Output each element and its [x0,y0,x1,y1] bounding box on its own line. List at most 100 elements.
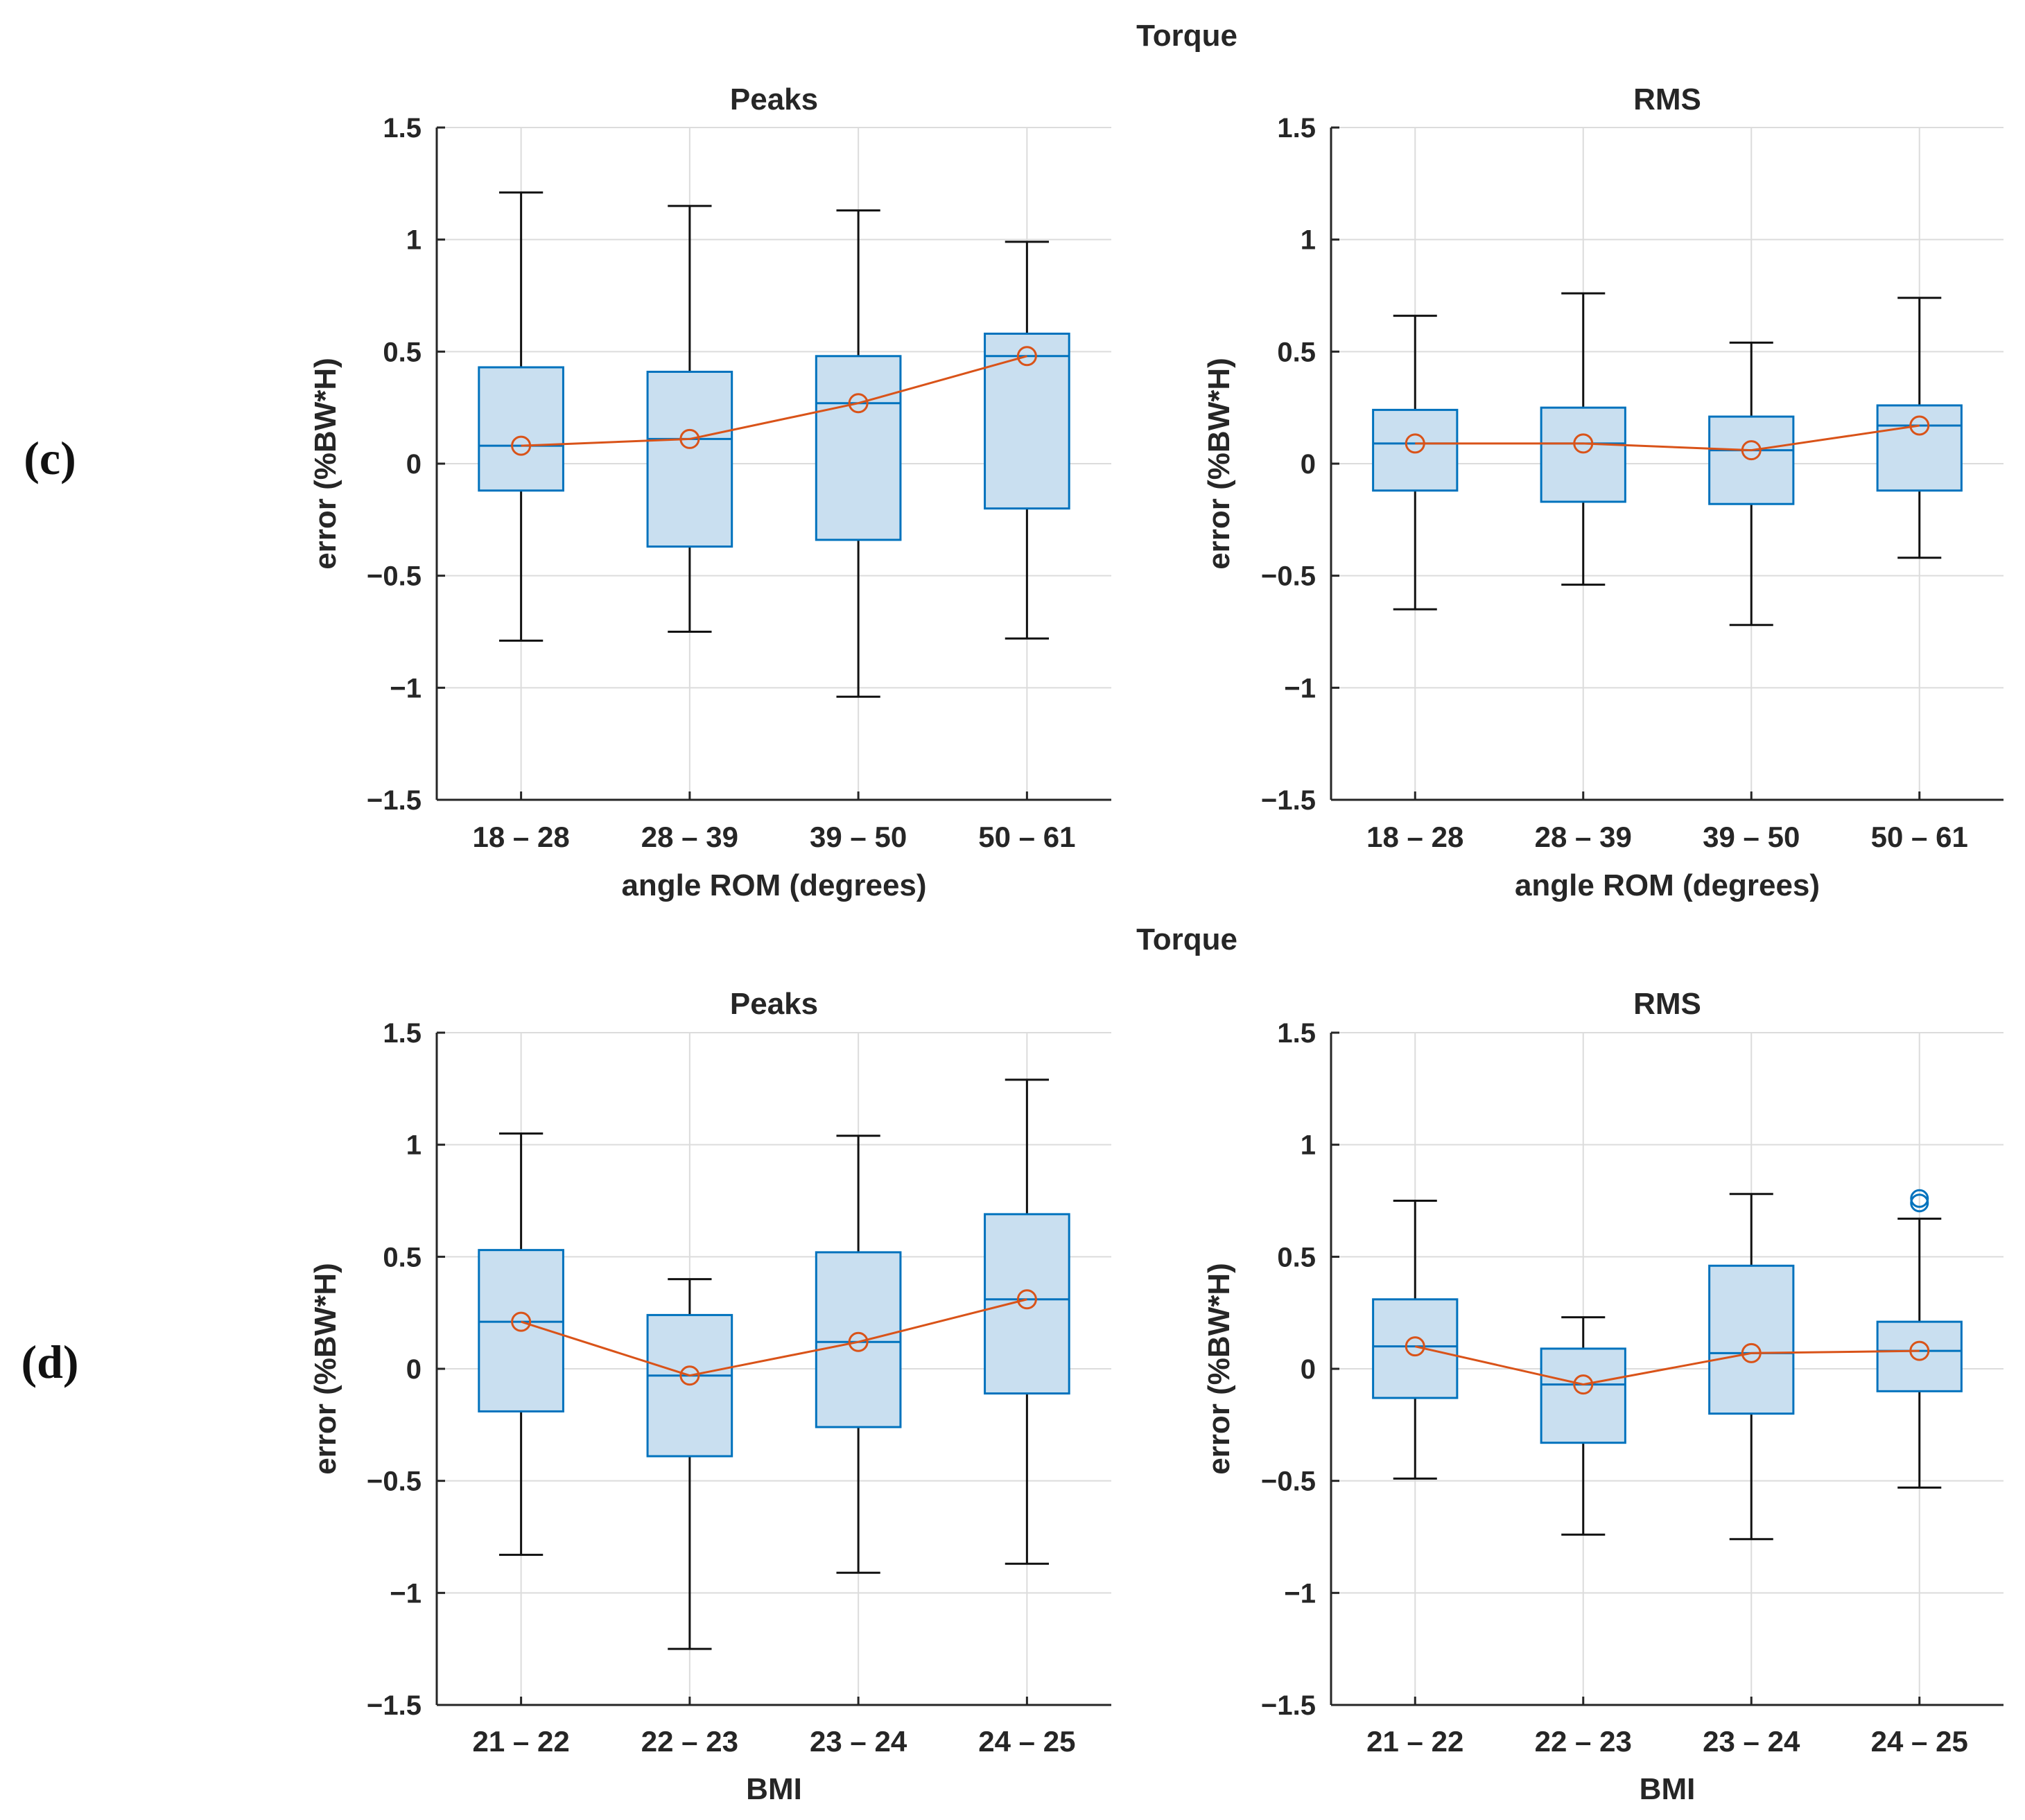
axes-title: Peaks [730,82,818,116]
outlier-marker [1910,1193,1929,1213]
y-tick-label: −0.5 [1261,1467,1316,1497]
x-tick-label: 23 – 24 [810,1725,907,1758]
x-tick-label: 39 – 50 [810,821,907,853]
chart-c-peaks: 1.5 1 0.5 0 −0.5 −1 −1.5 18 – 28 28 – 39 39 – 50 5… [308,82,1111,902]
box [478,366,564,492]
mean-marker [1741,1342,1762,1363]
x-tick-label: 18 – 28 [1366,821,1463,853]
x-tick-label: 50 – 61 [1871,821,1968,853]
y-tick-label: 0.5 [383,337,421,367]
y-tick-label: −1 [1284,1578,1316,1609]
y-tick-label: 1.5 [383,113,421,143]
box [1708,415,1795,505]
axes-title: RMS [1633,987,1701,1021]
axes-title: Peaks [730,987,818,1021]
x-tick-label: 39 – 50 [1703,821,1800,853]
y-tick-label: 1 [406,225,421,256]
y-axis-label: error (%BW*H) [308,358,342,570]
mean-marker [1909,1340,1930,1361]
y-tick-label: −1 [390,1578,421,1609]
y-tick-label: −0.5 [367,1467,421,1497]
mean-marker [511,435,532,456]
y-tick-label: −1.5 [367,1690,421,1721]
x-tick-label: 18 – 28 [473,821,570,853]
box [1540,1347,1626,1444]
box [646,370,733,548]
mean-marker [1016,1289,1037,1310]
chart-c-rms: 1.5 1 0.5 0 −0.5 −1 −1.5 18 – 28 28 – 39 39 – 50 5… [1202,82,2004,902]
box [1708,1264,1795,1415]
x-axis-label: angle ROM (degrees) [621,868,926,902]
y-tick-label: −1.5 [1261,785,1316,816]
box [1372,408,1459,492]
mean-marker [848,393,869,414]
box [646,1313,733,1458]
y-tick-label: −1 [1284,673,1316,703]
mean-line [521,1298,1027,1377]
y-tick-label: 0 [406,449,421,480]
mean-marker [1573,1374,1594,1395]
box [1540,406,1626,503]
mean-marker [1573,433,1594,454]
y-tick-label: 0 [406,1354,421,1385]
y-tick-label: 0 [1301,449,1316,480]
axes-title: RMS [1633,82,1701,116]
y-tick-label: 1.5 [383,1018,421,1049]
mean-marker [1405,433,1425,454]
box [815,1251,902,1428]
x-tick-label: 28 – 39 [641,821,738,853]
y-tick-label: −0.5 [367,561,421,592]
y-tick-label: −1.5 [367,785,421,816]
x-tick-label: 22 – 23 [1535,1725,1632,1758]
chart-d-rms: 1.5 1 0.5 0 −0.5 −1 −1.5 21 – 22 22 – 23 23 – 24 2… [1202,987,2004,1806]
panel-label-c: (c) [24,432,76,484]
y-axis-label: error (%BW*H) [1202,1263,1236,1475]
y-tick-label: 1.5 [1277,113,1316,143]
x-axis-label: BMI [1640,1772,1696,1806]
x-tick-label: 21 – 22 [473,1725,570,1758]
mean-marker [511,1311,532,1332]
chart-d-peaks: 1.5 1 0.5 0 −0.5 −1 −1.5 21 – 22 22 – 23 23 – 24 2… [308,987,1111,1806]
y-tick-label: −0.5 [1261,561,1316,592]
x-tick-label: 24 – 25 [978,1725,1075,1758]
y-tick-label: 0 [1301,1354,1316,1385]
x-tick-label: 21 – 22 [1366,1725,1463,1758]
y-axis-label: error (%BW*H) [308,1263,342,1475]
mean-line [521,355,1027,447]
box [1372,1298,1459,1399]
y-tick-label: −1.5 [1261,1690,1316,1721]
box [984,1213,1070,1395]
mean-marker [1909,415,1930,436]
x-tick-label: 28 – 39 [1535,821,1632,853]
x-axis-label: angle ROM (degrees) [1515,868,1820,902]
y-tick-label: 0.5 [1277,337,1316,367]
box [1876,1320,1963,1392]
mean-marker [679,428,700,449]
suptitle-c: Torque [1136,19,1237,53]
mean-marker [1016,346,1037,367]
y-tick-label: 0.5 [383,1242,421,1272]
mean-marker [848,1331,869,1352]
outlier-marker [1910,1189,1929,1208]
y-tick-label: 1 [1301,1130,1316,1161]
x-tick-label: 50 – 61 [978,821,1075,853]
y-tick-label: 1 [406,1130,421,1161]
x-tick-label: 23 – 24 [1703,1725,1800,1758]
y-tick-label: 1 [1301,225,1316,256]
mean-line [1415,424,1920,452]
mean-marker [679,1365,700,1386]
y-tick-label: −1 [390,673,421,703]
box [984,332,1070,510]
mean-marker [1741,440,1762,461]
mean-marker [1405,1336,1425,1357]
box [815,355,902,541]
suptitle-d: Torque [1136,922,1237,956]
box [1876,404,1963,492]
mean-line [1414,1345,1920,1386]
x-tick-label: 24 – 25 [1871,1725,1968,1758]
y-tick-label: 0.5 [1277,1242,1316,1272]
y-axis-label: error (%BW*H) [1202,358,1236,570]
x-axis-label: BMI [746,1772,802,1806]
y-tick-label: 1.5 [1277,1018,1316,1049]
